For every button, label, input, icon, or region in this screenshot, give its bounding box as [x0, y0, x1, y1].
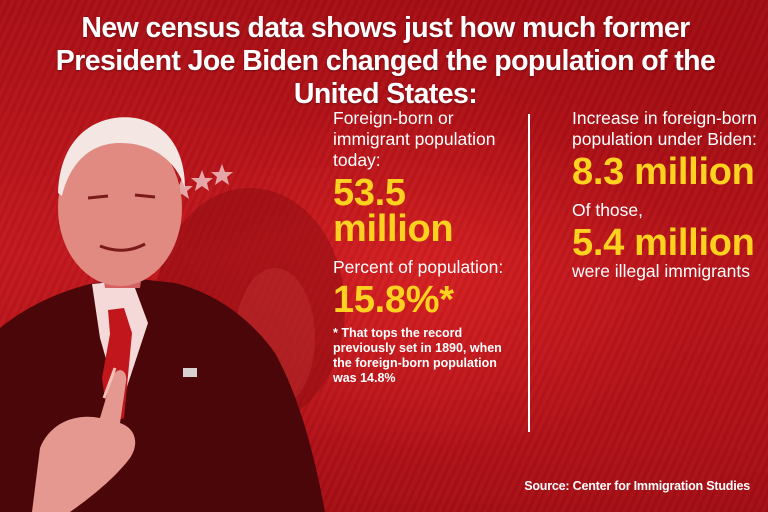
record-footnote: * That tops the record previously set in…: [333, 326, 502, 385]
foreign-born-label: Foreign-born or immigrant population tod…: [333, 108, 496, 170]
left-column: Foreign-born or immigrant population tod…: [333, 108, 515, 386]
column-divider: [528, 114, 530, 432]
illegal-suffix: were illegal immigrants: [572, 261, 750, 281]
right-column: Increase in foreign-born population unde…: [572, 108, 757, 282]
illegal-value: 5.4 million: [572, 222, 755, 264]
foreign-born-value: 53.5 million: [333, 172, 454, 250]
increase-value: 8.3 million: [572, 151, 755, 193]
percent-value: 15.8%*: [333, 279, 454, 321]
of-those-label: Of those,: [572, 200, 644, 220]
increase-label: Increase in foreign-born population unde…: [572, 108, 757, 149]
biden-photo: [0, 117, 345, 512]
headline: New census data shows just how much form…: [55, 12, 716, 110]
source-credit: Source: Center for Immigration Studies: [524, 479, 750, 493]
percent-label: Percent of population:: [333, 257, 504, 277]
